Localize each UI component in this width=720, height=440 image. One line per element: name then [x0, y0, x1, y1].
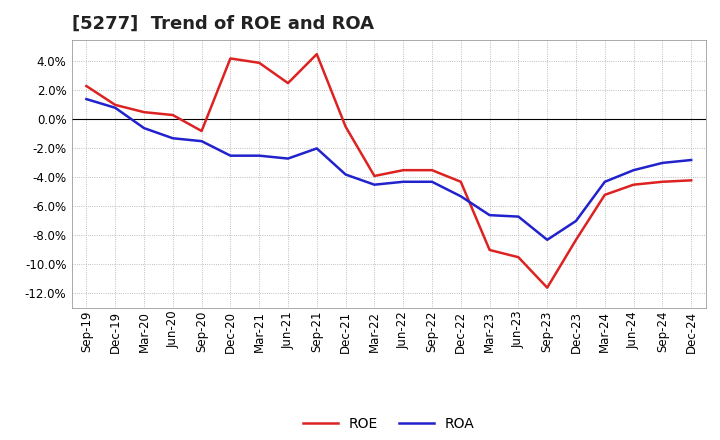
ROA [600, 179, 609, 184]
Line: ROE: ROE [86, 54, 691, 288]
ROE [370, 173, 379, 179]
ROE [197, 128, 206, 134]
ROE [514, 255, 523, 260]
ROE [428, 168, 436, 173]
ROA [456, 194, 465, 199]
ROE [485, 247, 494, 253]
Line: ROA: ROA [86, 99, 691, 240]
ROE [600, 192, 609, 198]
ROA [255, 153, 264, 158]
ROA [543, 237, 552, 242]
ROA [514, 214, 523, 219]
ROA [572, 218, 580, 224]
ROA [111, 105, 120, 110]
ROA [197, 139, 206, 144]
ROE [543, 285, 552, 290]
ROE [255, 60, 264, 66]
ROA [687, 158, 696, 163]
Legend: ROE, ROA: ROE, ROA [303, 417, 474, 431]
ROA [428, 179, 436, 184]
ROE [140, 110, 148, 115]
ROE [168, 112, 177, 117]
ROA [399, 179, 408, 184]
ROA [312, 146, 321, 151]
ROA [658, 160, 667, 165]
ROE [312, 51, 321, 57]
ROE [82, 84, 91, 89]
ROA [226, 153, 235, 158]
ROA [140, 125, 148, 131]
ROE [284, 81, 292, 86]
ROE [456, 179, 465, 184]
ROA [485, 213, 494, 218]
ROE [658, 179, 667, 184]
ROE [226, 56, 235, 61]
ROA [341, 172, 350, 177]
ROE [341, 124, 350, 129]
ROA [629, 168, 638, 173]
ROE [687, 178, 696, 183]
ROE [572, 237, 580, 242]
ROA [82, 96, 91, 102]
ROE [399, 168, 408, 173]
ROE [629, 182, 638, 187]
ROA [284, 156, 292, 161]
ROA [168, 136, 177, 141]
ROE [111, 102, 120, 107]
Text: [5277]  Trend of ROE and ROA: [5277] Trend of ROE and ROA [72, 15, 374, 33]
ROA [370, 182, 379, 187]
